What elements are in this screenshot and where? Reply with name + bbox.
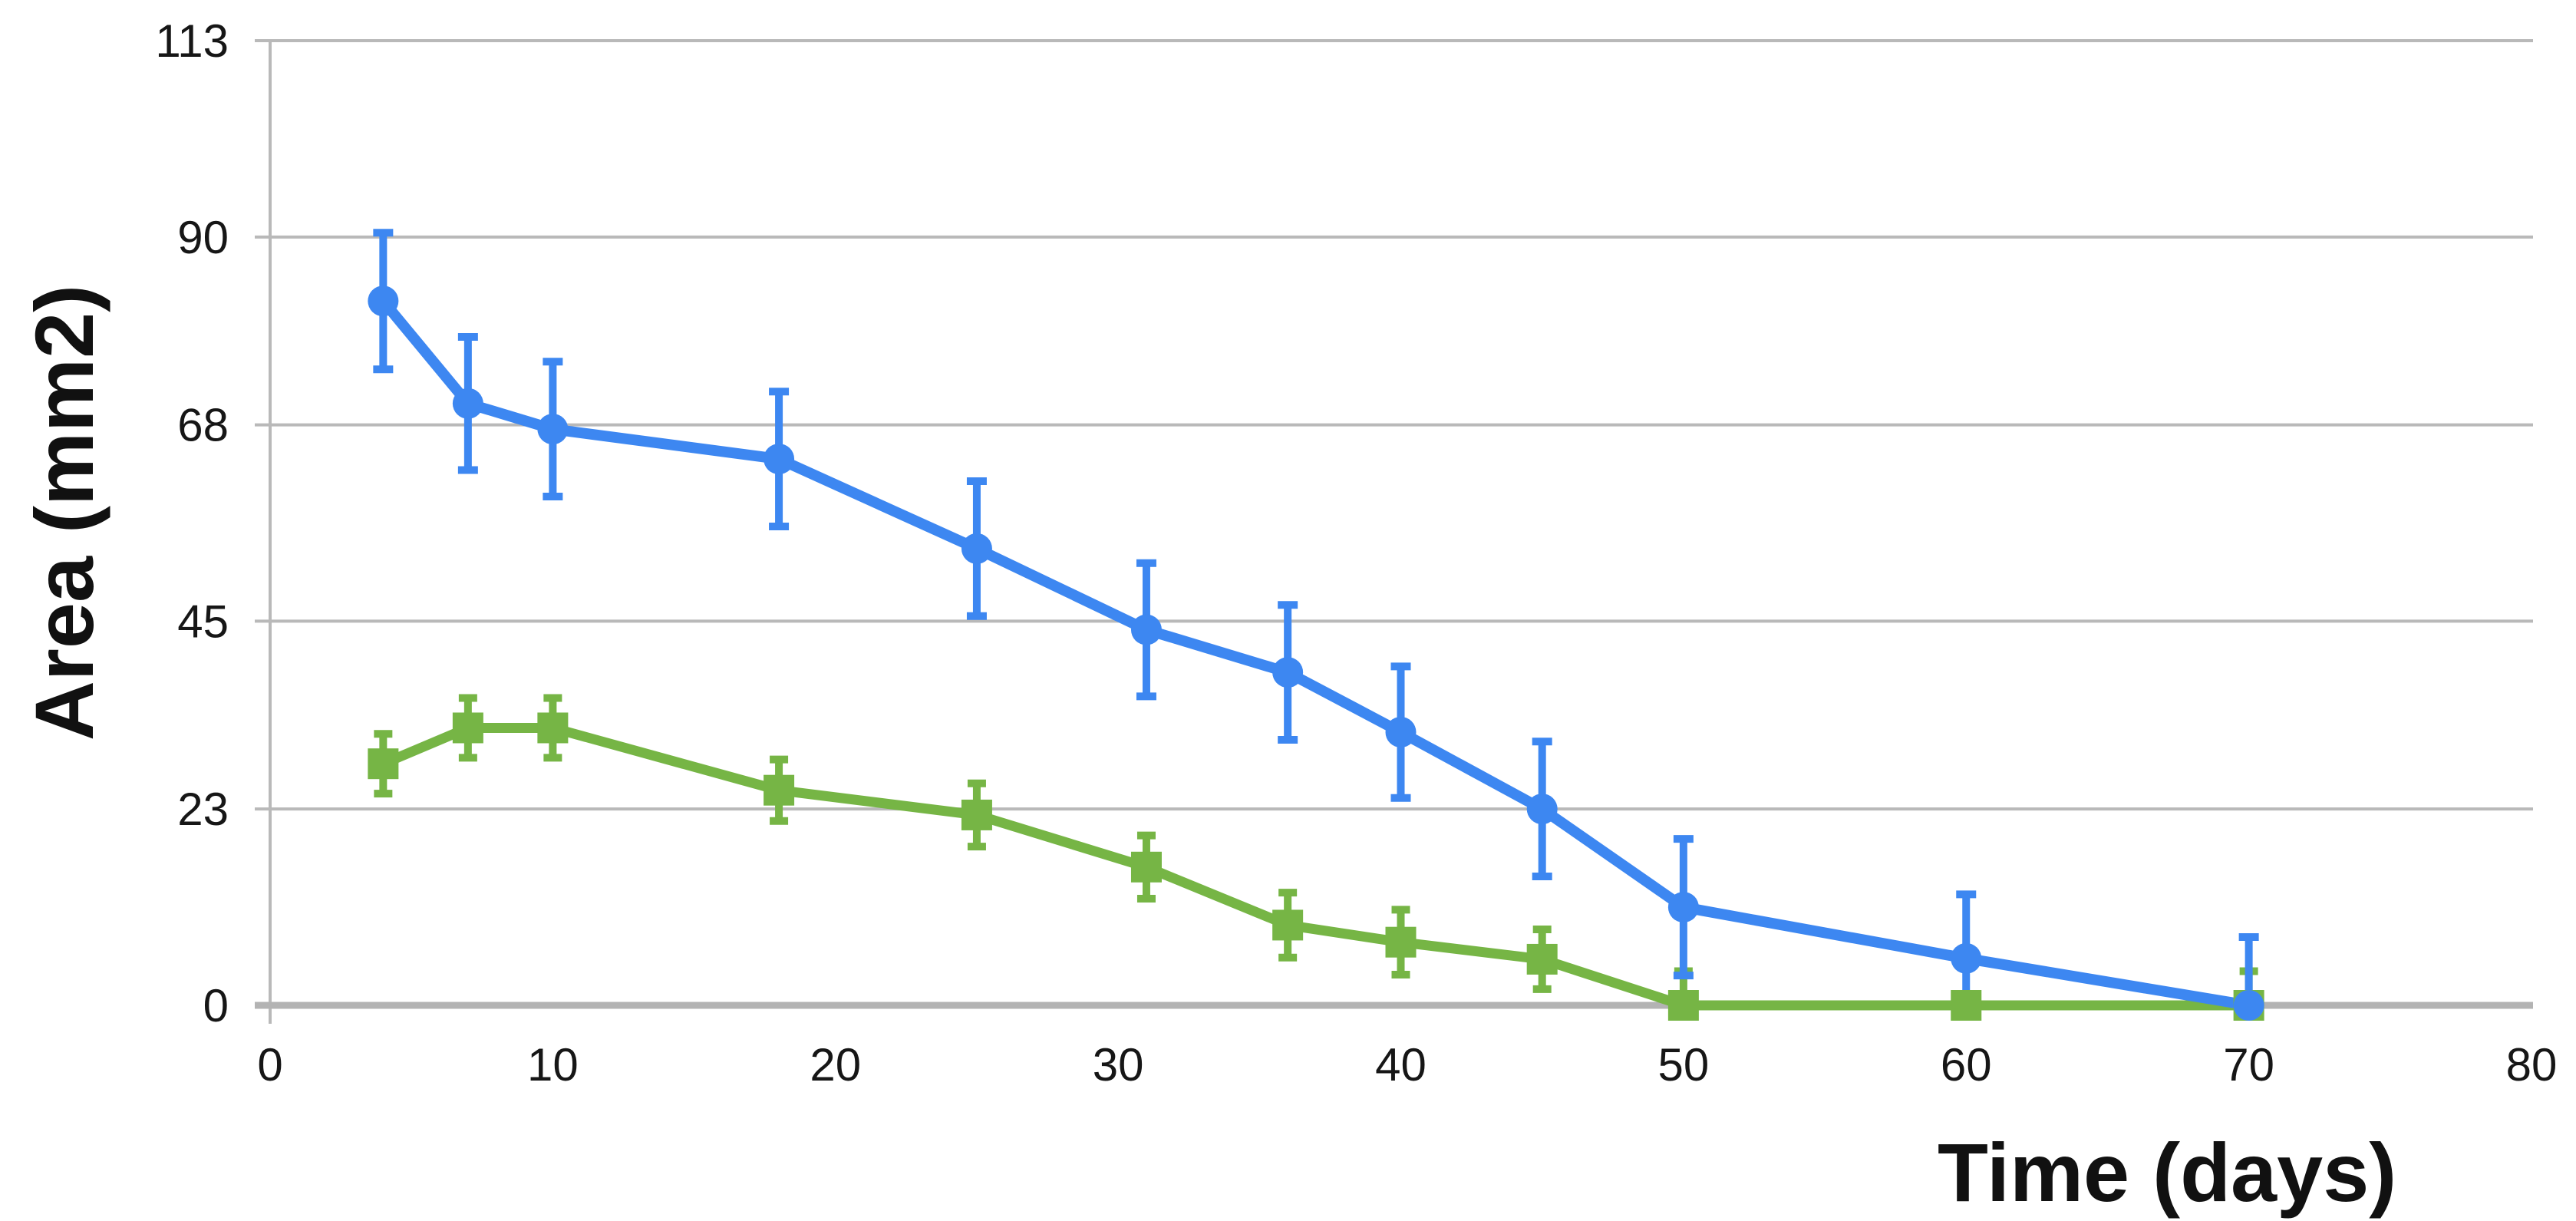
data-point-marker <box>961 533 992 564</box>
series-1-blue-circles-error-bars <box>373 229 2259 1005</box>
x-tick-label: 0 <box>257 1039 282 1091</box>
gridlines-layer <box>255 39 2533 811</box>
data-point-marker <box>537 712 569 744</box>
series-layer <box>368 229 2264 1021</box>
y-tick-label: 23 <box>177 784 229 835</box>
x-axis-title: Time (days) <box>1938 1126 2397 1219</box>
data-point-marker <box>368 285 399 317</box>
x-tick-label: 60 <box>1941 1039 1992 1091</box>
y-tick-label: 90 <box>177 212 229 263</box>
data-point-marker <box>1272 657 1304 688</box>
data-point-marker <box>1667 892 1699 923</box>
x-tick-label: 10 <box>527 1039 579 1091</box>
data-point-marker <box>1526 943 1558 975</box>
x-tick-label: 50 <box>1658 1039 1710 1091</box>
data-point-marker <box>1385 926 1417 958</box>
data-point-marker <box>1951 942 1982 974</box>
data-point-marker <box>1526 794 1558 825</box>
data-point-marker <box>452 712 483 744</box>
tick-labels-layer: 0 23 45 68 90 113 0 10 20 30 40 50 60 70 80 <box>155 15 2557 1091</box>
axes-layer <box>255 41 2533 1024</box>
y-axis-title: Area (mm2) <box>18 284 110 741</box>
y-tick-label: 0 <box>203 980 229 1031</box>
series-1-blue-circles-markers <box>368 285 2264 1021</box>
x-tick-label: 70 <box>2223 1039 2274 1091</box>
data-point-marker <box>1385 717 1417 748</box>
data-point-marker <box>764 444 795 475</box>
y-tick-label: 68 <box>177 400 229 451</box>
data-point-marker <box>961 799 992 830</box>
y-tick-label: 45 <box>177 596 229 647</box>
data-point-marker <box>537 414 569 445</box>
data-point-marker <box>1951 990 1982 1021</box>
x-tick-label: 40 <box>1375 1039 1427 1091</box>
data-point-marker <box>1667 990 1699 1021</box>
x-tick-label: 20 <box>810 1039 861 1091</box>
y-tick-label: 113 <box>155 15 229 67</box>
x-tick-label: 30 <box>1093 1039 1144 1091</box>
data-point-marker <box>1130 614 1162 645</box>
data-point-marker <box>1272 909 1304 941</box>
data-point-marker <box>764 774 795 806</box>
data-point-marker <box>1130 851 1162 883</box>
x-tick-label: 80 <box>2506 1039 2558 1091</box>
data-point-marker <box>452 388 483 419</box>
data-point-marker <box>2233 990 2264 1021</box>
data-point-marker <box>368 748 399 780</box>
